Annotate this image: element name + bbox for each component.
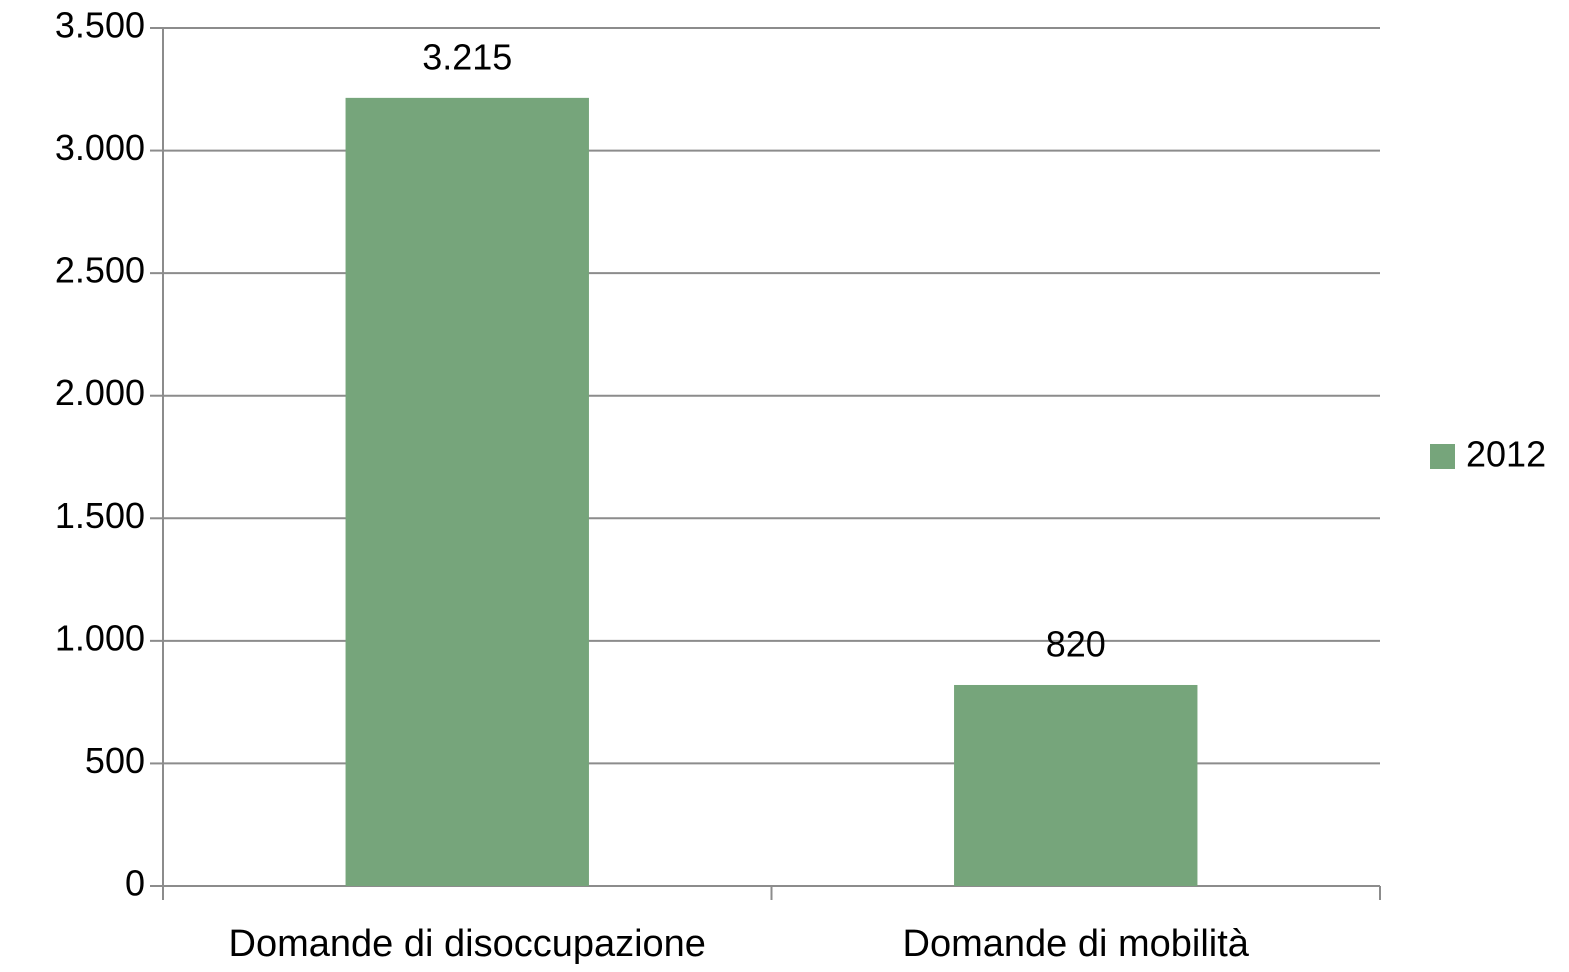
y-tick-label: 500 bbox=[85, 740, 145, 781]
y-tick-label: 1.500 bbox=[55, 495, 145, 536]
y-tick-label: 2.500 bbox=[55, 250, 145, 291]
y-tick-label: 3.500 bbox=[55, 5, 145, 46]
legend-swatch bbox=[1430, 444, 1455, 469]
x-tick-label: Domande di mobilità bbox=[903, 923, 1250, 965]
y-tick-label: 0 bbox=[125, 863, 145, 904]
y-tick-label: 2.000 bbox=[55, 372, 145, 413]
y-tick-label: 1.000 bbox=[55, 617, 145, 658]
y-tick-label: 3.000 bbox=[55, 127, 145, 168]
bar bbox=[954, 684, 1198, 886]
bar bbox=[345, 97, 589, 886]
data-label: 3.215 bbox=[422, 36, 512, 77]
x-tick-label: Domande di disoccupazione bbox=[229, 923, 706, 965]
data-label: 820 bbox=[1046, 623, 1106, 664]
legend-label: 2012 bbox=[1466, 434, 1546, 475]
